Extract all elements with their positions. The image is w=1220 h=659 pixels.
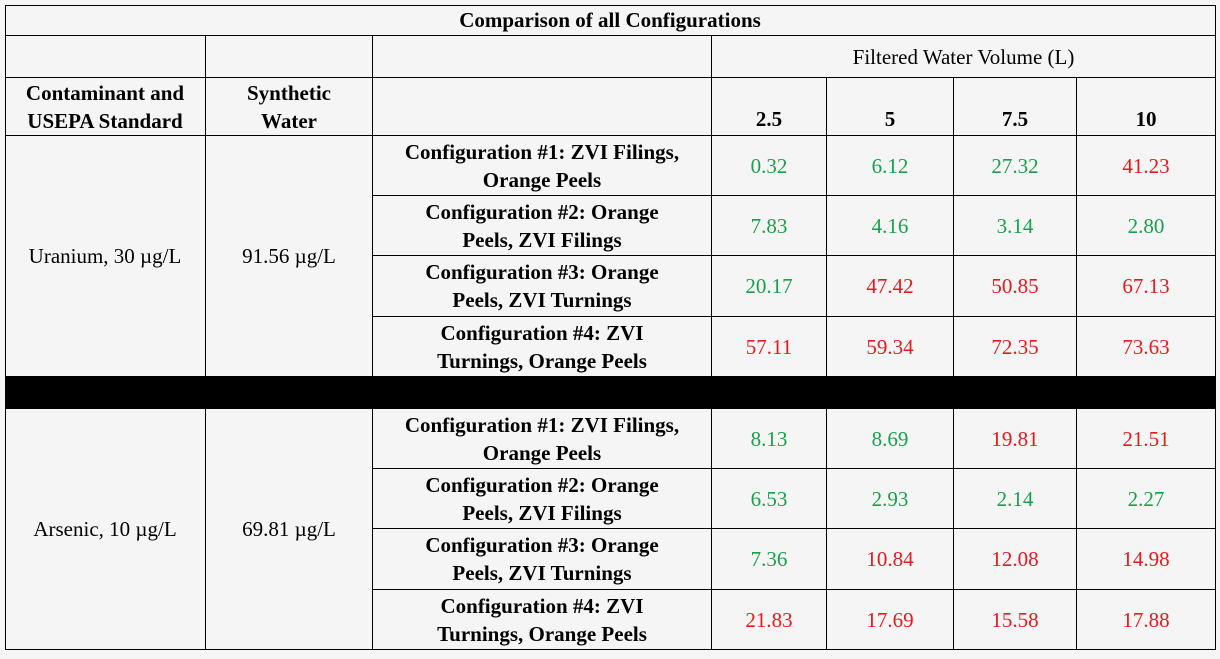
concentration-cell: 6.53 — [712, 469, 827, 529]
comparison-table: Comparison of all Configurations Filtere… — [5, 5, 1216, 650]
volume-column-header: 2.5 — [712, 78, 827, 136]
concentration-cell: 14.98 — [1077, 529, 1216, 590]
concentration-cell: 8.69 — [827, 409, 954, 469]
concentration-cell: 59.34 — [827, 317, 954, 377]
concentration-cell: 7.36 — [712, 529, 827, 590]
configuration-label: Configuration #4: ZVI Turnings, Orange P… — [373, 590, 712, 650]
volume-column-header: 5 — [827, 78, 954, 136]
configuration-label: Configuration #2: Orange Peels, ZVI Fili… — [373, 469, 712, 529]
concentration-cell: 15.58 — [954, 590, 1077, 650]
concentration-cell: 10.84 — [827, 529, 954, 590]
volume-header: Filtered Water Volume (L) — [712, 36, 1216, 78]
concentration-cell: 6.12 — [827, 136, 954, 196]
concentration-cell: 2.80 — [1077, 196, 1216, 256]
concentration-cell: 20.17 — [712, 256, 827, 317]
concentration-cell: 21.51 — [1077, 409, 1216, 469]
concentration-cell: 19.81 — [954, 409, 1077, 469]
concentration-cell: 21.83 — [712, 590, 827, 650]
concentration-cell: 41.23 — [1077, 136, 1216, 196]
concentration-cell: 57.11 — [712, 317, 827, 377]
volume-column-header: 10 — [1077, 78, 1216, 136]
concentration-cell: 8.13 — [712, 409, 827, 469]
table-title: Comparison of all Configurations — [5, 5, 1216, 36]
concentration-cell: 2.93 — [827, 469, 954, 529]
empty-header-cell-synthetic — [206, 36, 373, 78]
concentration-cell: 17.88 — [1077, 590, 1216, 650]
concentration-cell: 17.69 — [827, 590, 954, 650]
configuration-label: Configuration #4: ZVI Turnings, Orange P… — [373, 317, 712, 377]
concentration-cell: 47.42 — [827, 256, 954, 317]
concentration-cell: 4.16 — [827, 196, 954, 256]
configuration-label: Configuration #3: Orange Peels, ZVI Turn… — [373, 256, 712, 317]
contaminant-cell: Uranium, 30 µg/L — [5, 136, 206, 377]
empty-header-cell-contaminant — [5, 36, 206, 78]
concentration-cell: 12.08 — [954, 529, 1077, 590]
synthetic-water-cell: 69.81 µg/L — [206, 409, 373, 650]
empty-header-cell-config — [373, 36, 712, 78]
contaminant-cell: Arsenic, 10 µg/L — [5, 409, 206, 650]
concentration-cell: 67.13 — [1077, 256, 1216, 317]
contaminant-column-header: Contaminant and USEPA Standard — [5, 78, 206, 136]
concentration-cell: 2.14 — [954, 469, 1077, 529]
concentration-cell: 0.32 — [712, 136, 827, 196]
concentration-cell: 27.32 — [954, 136, 1077, 196]
concentration-cell: 3.14 — [954, 196, 1077, 256]
concentration-cell: 7.83 — [712, 196, 827, 256]
empty-header-cell-config-2 — [373, 78, 712, 136]
synthetic-water-column-header: Synthetic Water — [206, 78, 373, 136]
volume-column-header: 7.5 — [954, 78, 1077, 136]
concentration-cell: 73.63 — [1077, 317, 1216, 377]
configuration-label: Configuration #3: Orange Peels, ZVI Turn… — [373, 529, 712, 590]
configuration-label: Configuration #2: Orange Peels, ZVI Fili… — [373, 196, 712, 256]
configuration-label: Configuration #1: ZVI Filings, Orange Pe… — [373, 136, 712, 196]
section-separator — [5, 377, 1216, 409]
concentration-cell: 50.85 — [954, 256, 1077, 317]
concentration-cell: 72.35 — [954, 317, 1077, 377]
configuration-label: Configuration #1: ZVI Filings, Orange Pe… — [373, 409, 712, 469]
concentration-cell: 2.27 — [1077, 469, 1216, 529]
synthetic-water-cell: 91.56 µg/L — [206, 136, 373, 377]
